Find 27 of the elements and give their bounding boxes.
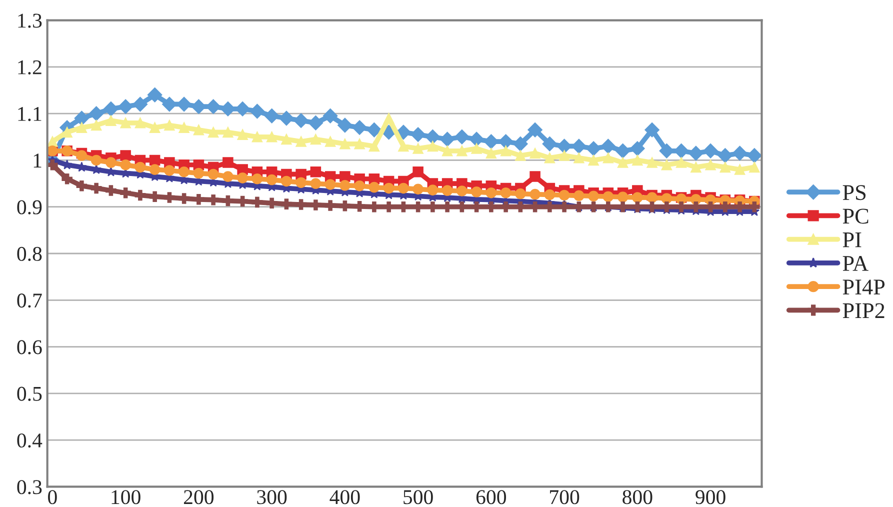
x-tick-label: 500 <box>404 490 433 504</box>
x-tick-label: 0 <box>48 490 57 504</box>
y-tick-label: 0.7 <box>17 294 42 308</box>
legend-label: PIP2 <box>842 303 884 318</box>
y-tick-label: 0.3 <box>17 480 42 494</box>
x-tick-label: 900 <box>696 490 726 504</box>
x-tick-label: 700 <box>550 490 580 504</box>
y-tick-label: 0.4 <box>17 433 42 448</box>
y-tick-label: 1.1 <box>18 107 42 122</box>
x-tick-label: 600 <box>476 490 506 504</box>
legend-label: PI4P <box>842 280 885 294</box>
y-tick-label: 0.9 <box>17 200 42 214</box>
y-tick-label: 1 <box>34 154 42 168</box>
x-tick-label: 100 <box>112 490 140 504</box>
x-tick-label: 400 <box>330 490 360 504</box>
x-tick-label: 200 <box>184 490 214 504</box>
x-tick-label: 300 <box>257 490 287 504</box>
y-tick-label: 1.3 <box>18 14 42 28</box>
y-tick-label: 0.6 <box>17 340 42 354</box>
legend-label: PS <box>842 185 866 200</box>
y-tick-label: 0.8 <box>17 246 42 262</box>
legend-label: PC <box>842 208 868 224</box>
y-tick-label: 0.5 <box>17 386 42 401</box>
y-tick-label: 1.2 <box>18 60 42 74</box>
x-tick-label: 800 <box>622 490 652 504</box>
legend-label: PI <box>842 232 862 248</box>
legend-label: PA <box>842 256 868 271</box>
